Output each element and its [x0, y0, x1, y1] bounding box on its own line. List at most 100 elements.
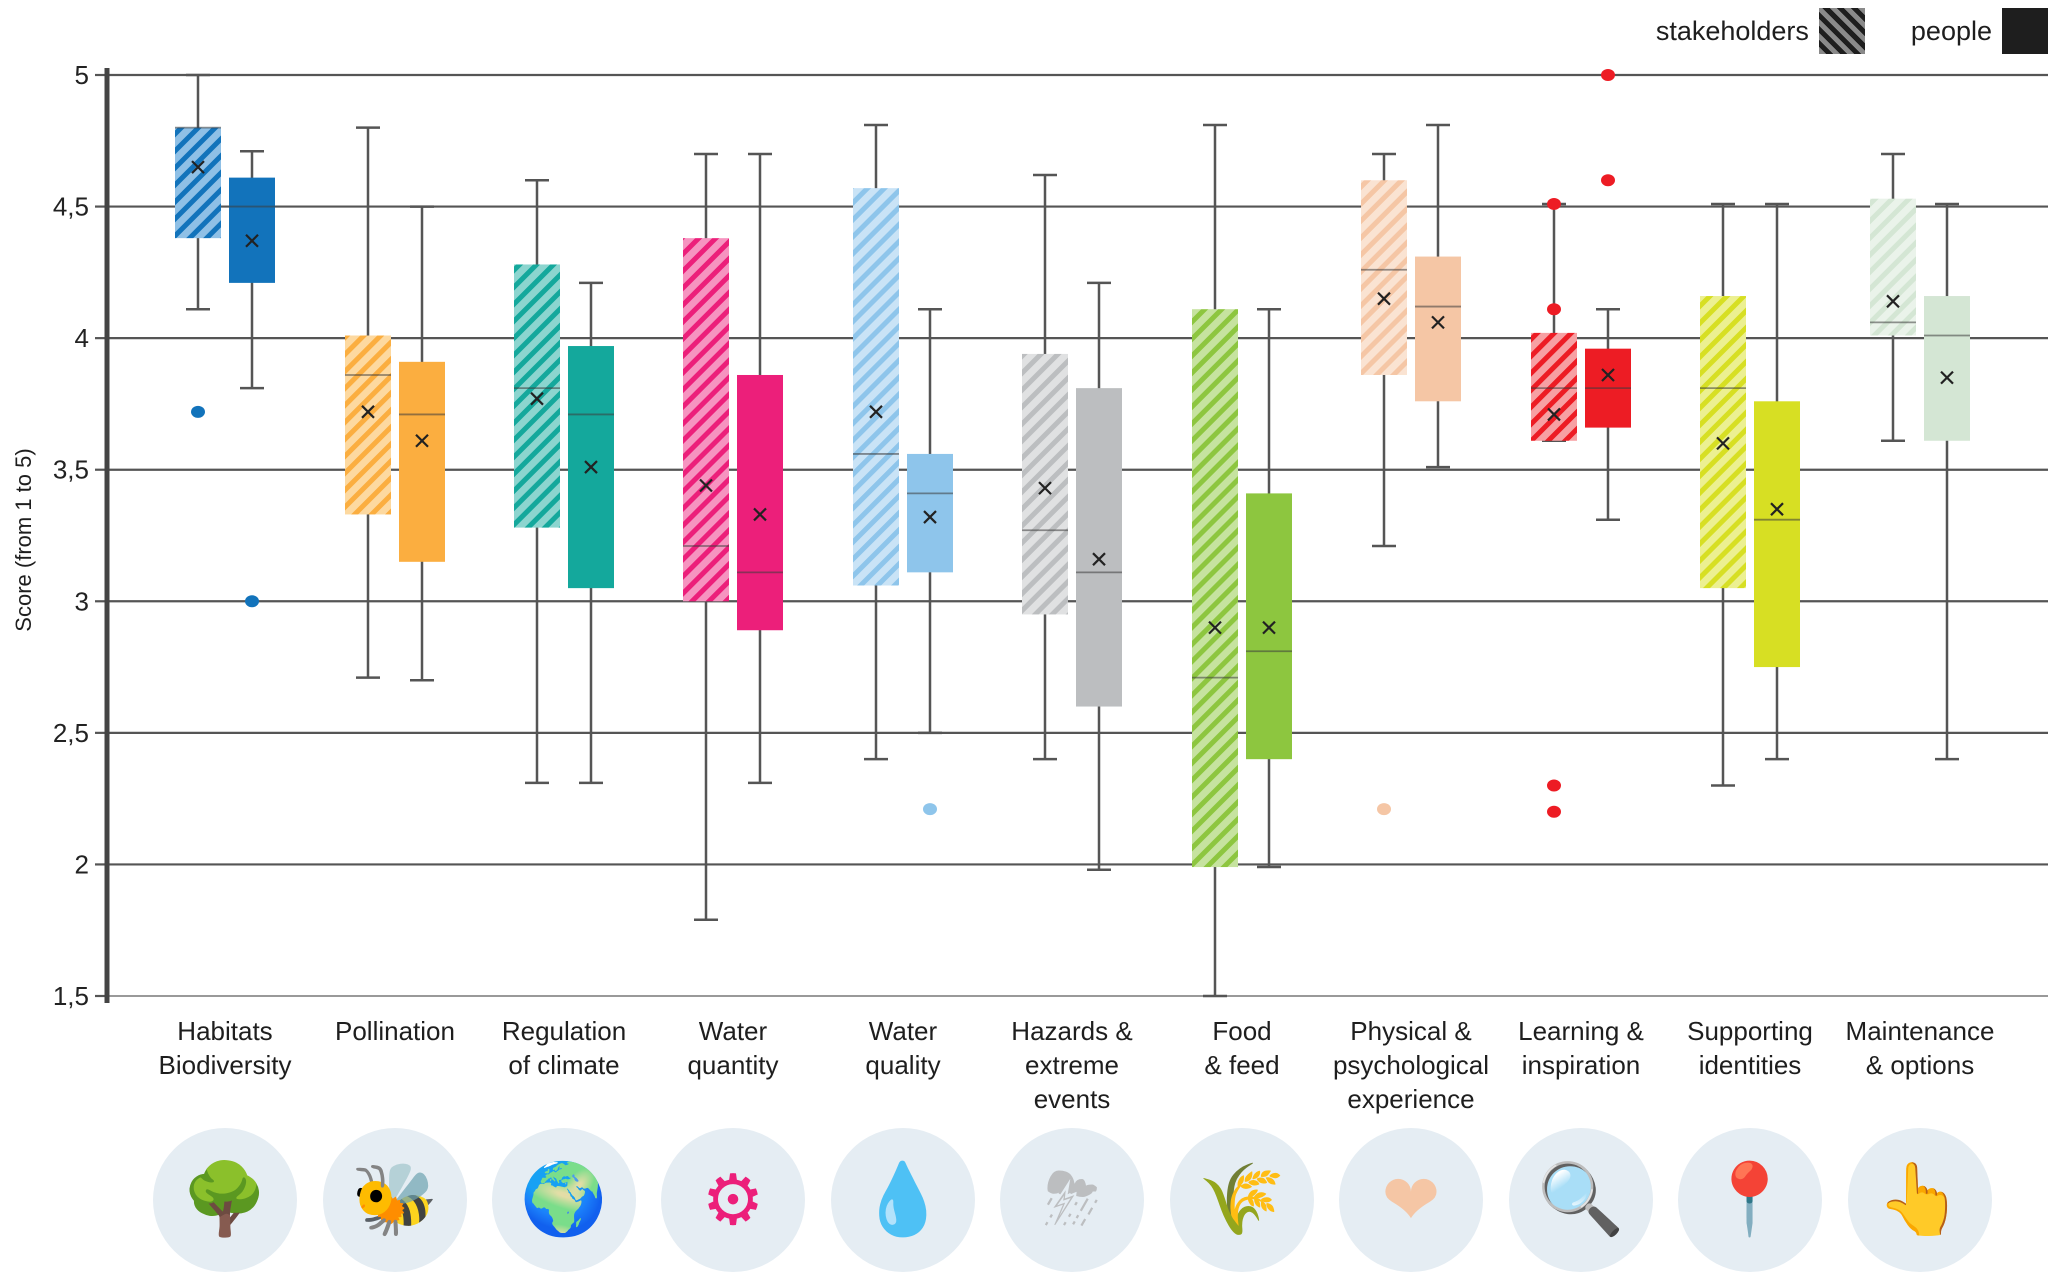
- category-group: [1022, 173, 1122, 871]
- mean-marker: [361, 405, 375, 419]
- stakeholders-box: [1022, 173, 1068, 761]
- iqr-box: [1415, 256, 1461, 402]
- category-group: [1361, 123, 1461, 816]
- people-box: [1924, 202, 1970, 761]
- gear-drop-icon: ⚙: [661, 1128, 805, 1272]
- category-label: Water quality: [865, 1016, 941, 1080]
- iqr-box: [1924, 296, 1970, 441]
- y-tick-label: 2,5: [53, 718, 89, 748]
- y-tick-label: 2: [75, 849, 89, 879]
- mean-marker: [1262, 620, 1276, 635]
- bee-icon: 🐝: [323, 1128, 467, 1272]
- people-box: [1585, 69, 1631, 521]
- category-group: [345, 126, 445, 682]
- mean-marker: [1431, 315, 1445, 330]
- iqr-box: [1754, 401, 1800, 668]
- category-group: [1192, 123, 1292, 998]
- y-axis-label: Score (from 1 to 5): [11, 448, 36, 632]
- outlier-point: [191, 405, 205, 418]
- category-label: Hazards & extreme events: [1011, 1016, 1133, 1114]
- category-group: [683, 152, 783, 921]
- iqr-box: [737, 374, 783, 631]
- iqr-box: [1361, 180, 1407, 375]
- outlier-point: [245, 595, 259, 608]
- outlier-point: [1547, 805, 1561, 818]
- y-tick-label: 1,5: [53, 981, 89, 1011]
- location-heart-icon: 📍: [1678, 1128, 1822, 1272]
- legend-stakeholders-swatch: [1818, 8, 1865, 54]
- mean-marker: [923, 510, 937, 524]
- category-label: Learning & inspiration: [1518, 1016, 1644, 1080]
- people-box: [229, 150, 275, 608]
- category-group: [853, 123, 953, 816]
- stakeholders-box: [1870, 152, 1916, 443]
- y-axis: 1,5 2 2,5 3 3,5 4 4,5 5: [53, 60, 110, 1011]
- legend-people-swatch: [2002, 8, 2048, 54]
- iqr-box: [1076, 388, 1122, 707]
- category-label: Water quantity: [687, 1016, 779, 1080]
- mean-marker: [1377, 291, 1391, 306]
- mean-marker: [1092, 552, 1106, 566]
- iqr-box: [907, 453, 953, 573]
- iqr-box: [853, 188, 899, 586]
- mean-marker: [1601, 368, 1615, 382]
- stakeholders-box: [514, 179, 560, 785]
- category-group: [1531, 69, 1631, 818]
- box-groups: [175, 69, 1970, 998]
- y-tick-label: 3: [75, 586, 89, 616]
- category-group: [1700, 202, 1800, 787]
- iqr-box: [683, 238, 729, 602]
- stakeholders-box: [1192, 123, 1238, 998]
- people-box: [1246, 307, 1292, 869]
- category-group: [1870, 152, 1970, 761]
- drop-check-icon: 💧: [831, 1128, 975, 1272]
- mean-marker: [1038, 481, 1052, 495]
- storm-warning-icon: ⛈: [1000, 1128, 1144, 1272]
- mean-marker: [1770, 502, 1784, 516]
- iqr-box: [399, 361, 445, 562]
- outlier-point: [923, 803, 937, 816]
- mean-marker: [753, 507, 767, 522]
- outlier-point: [1547, 303, 1561, 316]
- stakeholders-box: [1531, 197, 1577, 818]
- outlier-point: [1377, 803, 1391, 816]
- stakeholders-box: [345, 126, 391, 679]
- iqr-box: [175, 127, 221, 239]
- people-box: [737, 152, 783, 785]
- legend-stakeholders-label: stakeholders: [1655, 15, 1809, 46]
- category-label: Supporting identities: [1687, 1016, 1813, 1080]
- people-box: [1415, 123, 1461, 469]
- grain-sack-icon: 🌾: [1170, 1128, 1314, 1272]
- iqr-box: [1022, 353, 1068, 615]
- category-group: [175, 73, 275, 608]
- outlier-point: [1601, 69, 1615, 81]
- y-tick-label: 5: [75, 60, 89, 90]
- category-label: Physical & psychological experience: [1332, 1016, 1490, 1114]
- mean-marker: [530, 391, 544, 406]
- stakeholders-box: [683, 152, 729, 921]
- iqr-box: [514, 264, 560, 528]
- stakeholders-box: [853, 123, 899, 761]
- stakeholders-box: [175, 73, 221, 418]
- people-box: [907, 307, 953, 816]
- y-tick-label: 3,5: [53, 455, 89, 485]
- category-label: Food & feed: [1204, 1016, 1280, 1080]
- category-group: [514, 179, 614, 785]
- category-label: Regulation of climate: [501, 1016, 627, 1080]
- iqr-box: [229, 177, 275, 283]
- legend-people-label: people: [1910, 15, 1992, 46]
- people-box: [399, 205, 445, 682]
- mean-marker: [191, 160, 205, 174]
- outlier-point: [1601, 174, 1615, 187]
- mean-marker: [1547, 407, 1561, 422]
- outlier-point: [1547, 779, 1561, 792]
- y-tick-label: 4,5: [53, 192, 89, 222]
- globe-controls-icon: 🌍: [492, 1128, 636, 1272]
- turtle-tree-icon: 🌳: [153, 1128, 297, 1272]
- mean-marker: [245, 234, 259, 248]
- mean-marker: [1886, 294, 1900, 309]
- leaf-magnifier-icon: 🔍: [1509, 1128, 1653, 1272]
- people-box: [1754, 202, 1800, 761]
- category-label: Pollination: [335, 1016, 455, 1046]
